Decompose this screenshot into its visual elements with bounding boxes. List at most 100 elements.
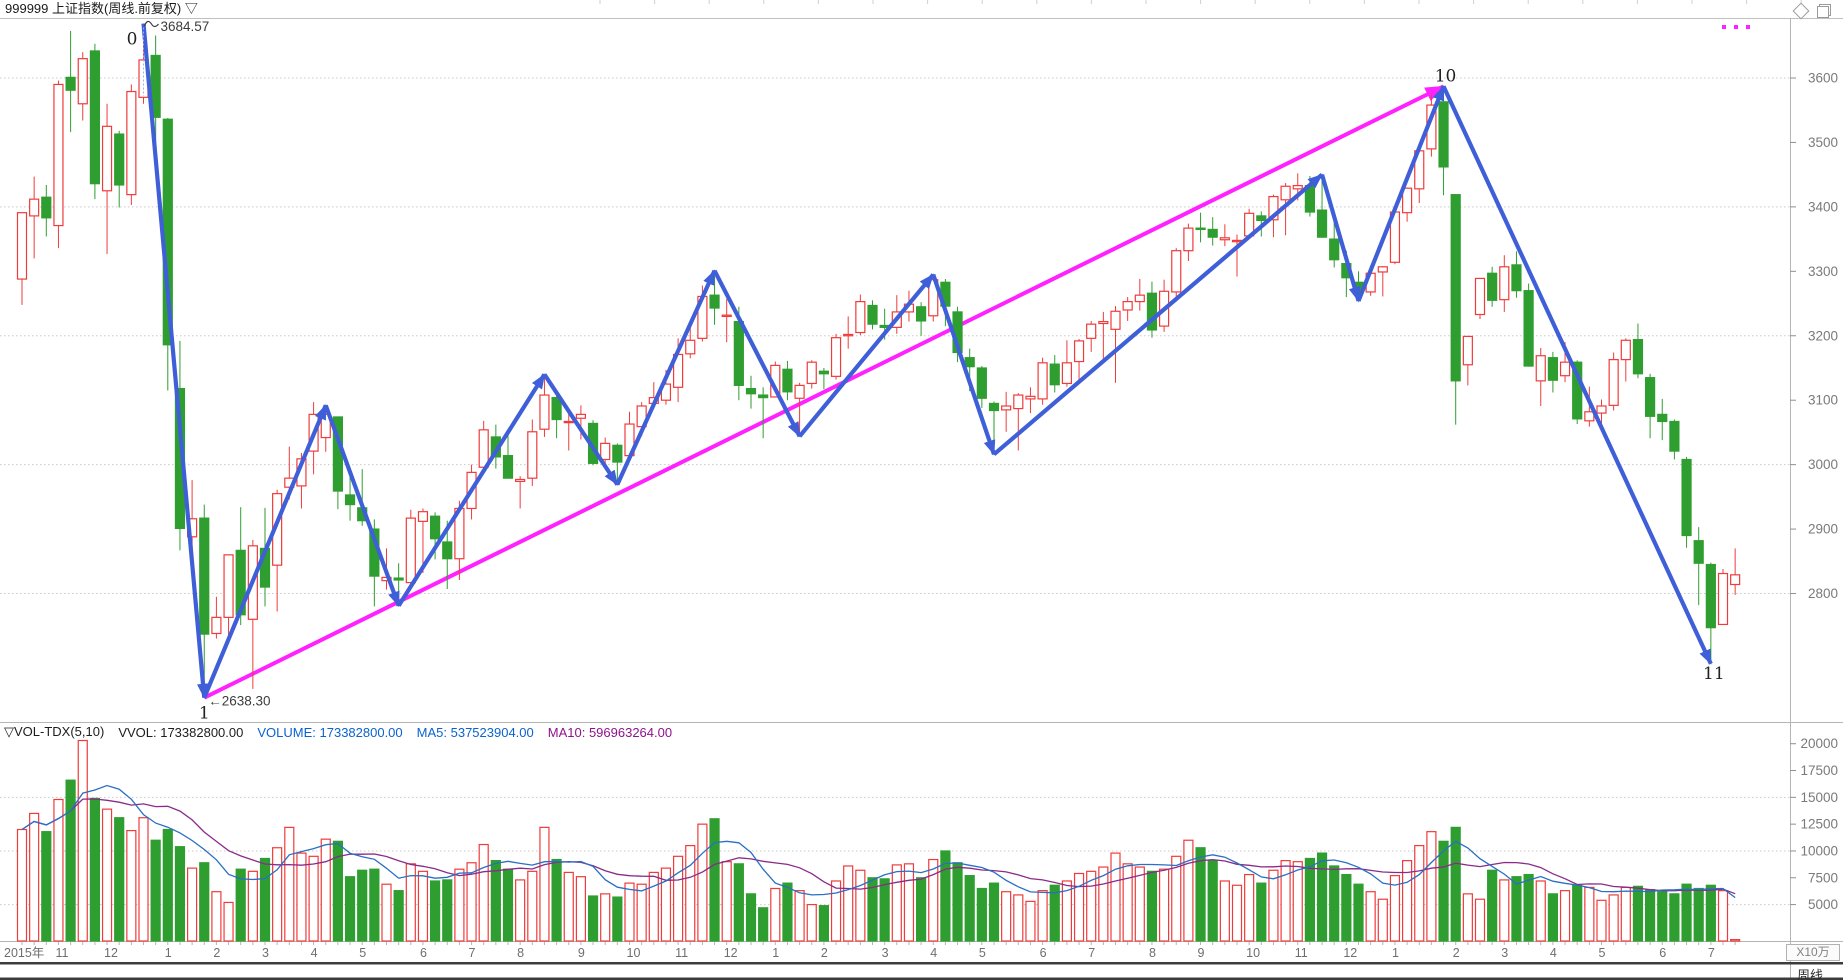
volume-bar[interactable] [1511, 876, 1522, 942]
diamond-icon[interactable] [1792, 2, 1810, 20]
volume-bar[interactable] [1450, 826, 1461, 942]
candle[interactable] [1535, 348, 1546, 406]
volume-bar[interactable] [624, 882, 635, 942]
candle[interactable] [114, 130, 125, 208]
candle[interactable] [721, 299, 732, 343]
volume-bar[interactable] [1001, 891, 1012, 942]
volume-bar[interactable] [551, 858, 562, 942]
candle[interactable] [1401, 187, 1413, 222]
zigzag-arrow-segment[interactable] [1320, 174, 1361, 302]
zigzag-arrow-segment[interactable] [396, 373, 547, 607]
volume-bar[interactable] [369, 868, 380, 942]
volume-bar[interactable] [430, 880, 441, 942]
volume-bar[interactable] [174, 846, 186, 942]
volume-bar[interactable] [417, 870, 429, 942]
volume-bar[interactable] [928, 858, 939, 942]
candle[interactable] [1025, 387, 1036, 414]
volume-bar[interactable] [818, 905, 830, 942]
volume-bar[interactable] [843, 865, 854, 942]
zigzag-arrow-segment[interactable] [615, 269, 717, 486]
volume-bar[interactable] [235, 868, 246, 942]
candle[interactable] [976, 366, 987, 408]
candle[interactable] [1061, 340, 1073, 387]
volume-bar[interactable] [150, 839, 161, 942]
candle[interactable] [1511, 251, 1522, 298]
volume-bar[interactable] [1584, 886, 1595, 942]
volume-bar[interactable] [1341, 873, 1352, 942]
candle[interactable] [915, 302, 927, 336]
volume-bar[interactable] [1487, 869, 1498, 942]
volume-bar[interactable] [1426, 831, 1437, 942]
volume-bar[interactable] [1414, 844, 1425, 942]
volume-bar[interactable] [600, 893, 611, 942]
candle[interactable] [1110, 306, 1121, 383]
volume-bar[interactable] [320, 838, 331, 942]
volume-bar[interactable] [515, 879, 526, 942]
candle[interactable] [89, 43, 101, 200]
volume-bar[interactable] [1377, 898, 1388, 942]
candle[interactable] [1207, 217, 1218, 246]
volume-bar[interactable] [478, 843, 489, 942]
volume-bar[interactable] [867, 877, 878, 942]
volume-bar[interactable] [1705, 884, 1716, 942]
volume-bar[interactable] [1231, 884, 1243, 942]
volume-bar[interactable] [1073, 872, 1085, 942]
candle[interactable] [1073, 338, 1085, 381]
candle[interactable] [1681, 456, 1692, 548]
volume-bar[interactable] [1329, 865, 1340, 942]
zigzag-arrow-segment[interactable] [797, 273, 935, 438]
candle[interactable] [1001, 391, 1012, 432]
candle[interactable] [65, 30, 76, 133]
volume-bar[interactable] [940, 850, 951, 942]
zigzag-arrow-segment[interactable] [1356, 85, 1446, 302]
volume-bar[interactable] [1596, 899, 1607, 942]
candle[interactable] [223, 554, 234, 635]
candle[interactable] [1547, 351, 1559, 393]
volume-bar[interactable] [1086, 870, 1097, 942]
candle[interactable] [1584, 386, 1595, 427]
volume-bar[interactable] [745, 893, 757, 942]
candle[interactable] [29, 176, 40, 259]
candle[interactable] [855, 294, 866, 336]
candle[interactable] [442, 520, 453, 590]
volume-bar[interactable] [466, 862, 477, 942]
volume-bar[interactable] [77, 739, 88, 942]
volume-bar[interactable] [1025, 900, 1036, 942]
volume-bar[interactable] [806, 903, 817, 942]
volume-bar[interactable] [1681, 883, 1692, 942]
volume-bar[interactable] [1280, 860, 1291, 942]
volume-bar[interactable] [782, 882, 793, 942]
volume-bar[interactable] [733, 863, 744, 942]
candle[interactable] [843, 316, 854, 349]
volume-bar[interactable] [1219, 880, 1230, 942]
volume-bar[interactable] [527, 870, 538, 942]
volume-bar[interactable] [259, 857, 271, 942]
cascade-windows-icon[interactable] [1817, 4, 1831, 18]
volume-bar[interactable] [1049, 884, 1060, 942]
volume-bar[interactable] [1244, 873, 1255, 942]
zigzag-arrow-segment[interactable] [931, 273, 996, 456]
volume-bar[interactable] [709, 818, 720, 942]
volume-bar[interactable] [1158, 868, 1170, 942]
candle[interactable] [1693, 527, 1704, 606]
candle[interactable] [1098, 311, 1109, 360]
volume-bar[interactable] [855, 869, 866, 942]
volume-bar[interactable] [1061, 880, 1073, 942]
candle[interactable] [41, 184, 52, 237]
volume-bar[interactable] [199, 862, 210, 942]
volume-bar[interactable] [247, 870, 258, 942]
volume-bar[interactable] [126, 829, 137, 942]
candle[interactable] [126, 84, 137, 205]
volume-bar[interactable] [1535, 880, 1546, 942]
candle[interactable] [101, 103, 113, 254]
volume-bar[interactable] [16, 828, 28, 942]
volume-bar[interactable] [296, 852, 307, 942]
volume-bar[interactable] [830, 880, 842, 942]
volume-bar[interactable] [636, 883, 647, 942]
volume-bar[interactable] [794, 890, 805, 942]
volume-bar[interactable] [1669, 893, 1680, 942]
volume-bar[interactable] [1122, 863, 1133, 942]
volume-bar[interactable] [1499, 879, 1510, 942]
volume-bar[interactable] [721, 861, 732, 942]
volume-bar[interactable] [101, 808, 113, 942]
